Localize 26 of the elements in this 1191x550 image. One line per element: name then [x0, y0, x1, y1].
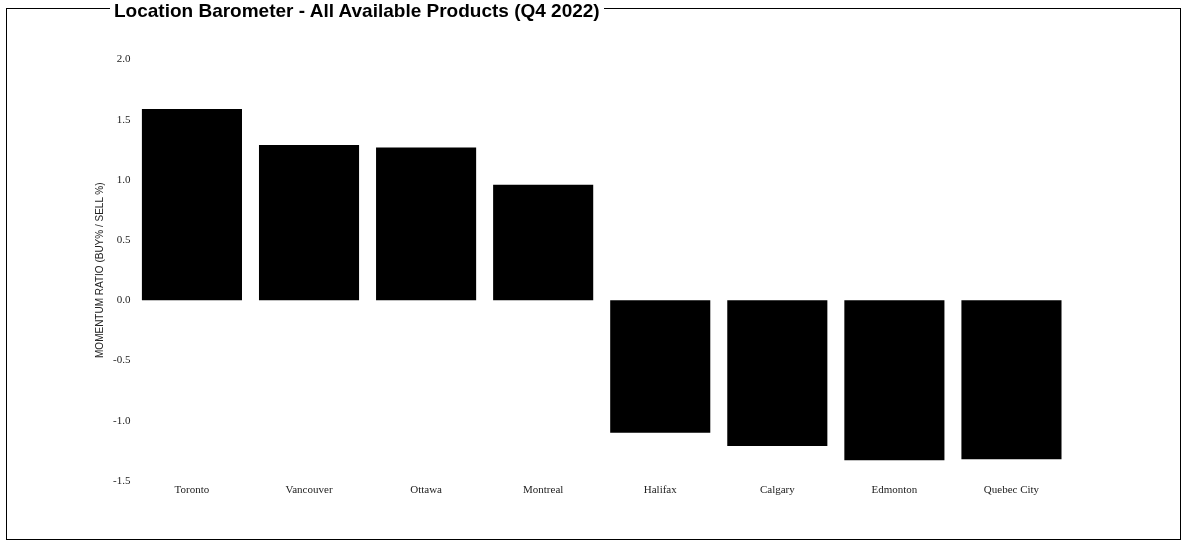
y-tick-label: 2.0	[116, 52, 131, 65]
x-tick-label: Ottawa	[410, 483, 443, 496]
x-tick-label: Edmonton	[871, 483, 918, 496]
bar	[727, 300, 828, 446]
y-tick-label: 0.5	[116, 233, 131, 245]
y-tick-label: 1.5	[116, 112, 131, 125]
y-axis-title: MOMENTUM RATIO (BUY% / SELL %)	[93, 182, 105, 358]
x-tick-label: Vancouver	[285, 483, 333, 496]
x-tick-label: Calgary	[759, 483, 796, 496]
x-tick-label: Halifax	[643, 483, 678, 496]
x-tick-label: Montreal	[523, 483, 564, 496]
y-tick-label: -0.5	[112, 353, 131, 366]
bar	[610, 300, 711, 433]
bar	[493, 184, 594, 301]
y-tick-label: 0.0	[116, 293, 131, 306]
bar	[376, 147, 477, 301]
y-tick-label: -1.5	[112, 473, 131, 486]
y-tick-label: 1.0	[116, 172, 131, 185]
y-tick-label: -1.0	[112, 413, 131, 426]
bar	[258, 145, 360, 301]
chart-title: Location Barometer - All Available Products (Q4 2022)	[110, 0, 604, 22]
bar	[961, 300, 1062, 460]
bar	[844, 300, 945, 461]
x-tick-label: Toronto	[174, 483, 210, 496]
bar	[141, 108, 242, 301]
x-tick-label: Quebec City	[983, 483, 1040, 496]
